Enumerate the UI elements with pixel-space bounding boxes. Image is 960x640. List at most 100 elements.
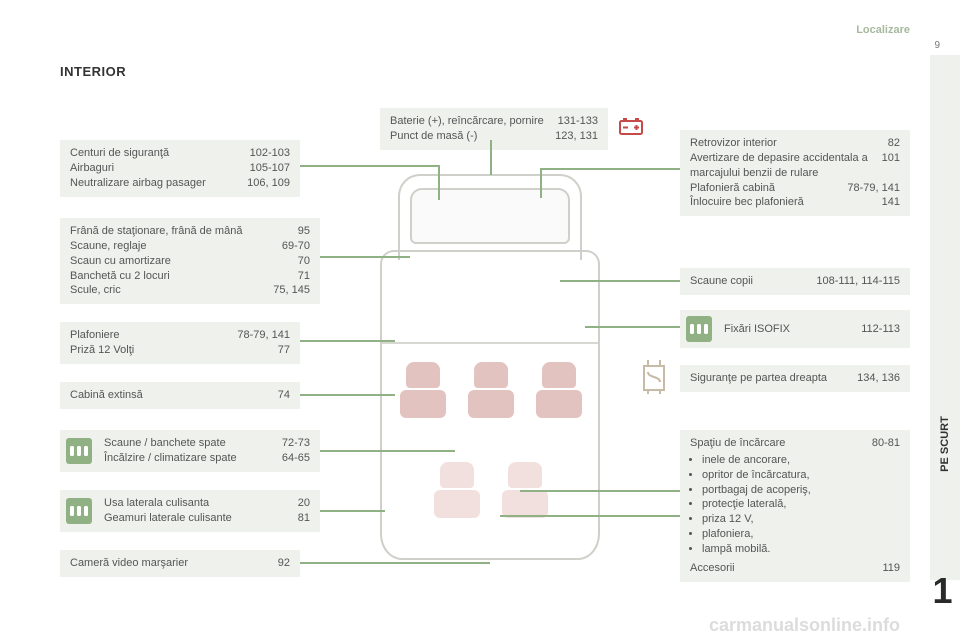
page-ref: 112-113	[861, 322, 900, 337]
label: Scaun cu amortizare	[70, 254, 288, 269]
list-item: protecţie laterală,	[702, 497, 900, 512]
page-ref: 69-70	[282, 239, 310, 254]
label: Scule, cric	[70, 283, 263, 298]
page-ref: 64-65	[282, 451, 310, 466]
leader-line	[438, 165, 440, 200]
battery-icon	[618, 114, 644, 138]
seats-icon	[66, 438, 92, 464]
leader-line	[490, 140, 492, 175]
label: Încălzire / climatizare spate	[104, 451, 272, 466]
label: Priză 12 Volţi	[70, 343, 268, 358]
page-ref: 74	[278, 388, 290, 403]
label: Airbaguri	[70, 161, 240, 176]
label: Cabină extinsă	[70, 388, 268, 403]
page-ref: 75, 145	[273, 283, 310, 298]
page-ref: 141	[882, 195, 900, 210]
callout-rear-camera: Cameră video marşarier 92	[60, 550, 300, 577]
leader-line	[540, 168, 680, 170]
list-item: plafoniera,	[702, 527, 900, 542]
page-ref: 119	[882, 561, 900, 576]
leader-line	[300, 340, 395, 342]
label: Scaune / banchete spate	[104, 436, 272, 451]
label: Baterie (+), reîncărcare, pornire	[390, 114, 548, 129]
page-ref: 77	[278, 343, 290, 358]
page-ref: 95	[298, 224, 310, 239]
van-windshield	[410, 188, 570, 244]
page-ref: 92	[278, 556, 290, 571]
page-ref: 134, 136	[857, 371, 900, 386]
side-tab-label: PE SCURT	[939, 416, 951, 472]
page-header-label: Localizare	[856, 24, 910, 36]
callout-extended-cab: Cabină extinsă 74	[60, 382, 300, 409]
page-ref: 123, 131	[555, 129, 598, 144]
label: Plafoniere	[70, 328, 227, 343]
page-ref: 81	[298, 511, 310, 526]
leader-line	[320, 510, 385, 512]
page-ref: 80-81	[872, 436, 900, 451]
list-item: opritor de încărcatura,	[702, 468, 900, 483]
label: Usa laterala culisanta	[104, 496, 288, 511]
section-title: INTERIOR	[60, 64, 126, 79]
callout-mirror-lane: Retrovizor interior 82 Avertizare de depa…	[680, 130, 910, 216]
page-ref: 101	[882, 151, 900, 181]
page-ref: 82	[888, 136, 900, 151]
label: Siguranţe pe partea dreapta	[690, 371, 847, 386]
van-diagram	[380, 170, 600, 560]
label: Plafonieră cabină	[690, 181, 837, 196]
page-ref: 78-79, 141	[847, 181, 900, 196]
leader-line	[320, 450, 455, 452]
callout-battery: Baterie (+), reîncărcare, pornire 131-133…	[380, 108, 608, 150]
page-ref: 71	[298, 269, 310, 284]
callout-isofix: Fixări ISOFIX112-113	[680, 310, 910, 348]
side-tab: PE SCURT	[930, 55, 960, 580]
callout-rear-seats: Scaune / banchete spate 72-73 Încălzire /…	[60, 430, 320, 472]
label: Cameră video marşarier	[70, 556, 268, 571]
page-ref: 78-79, 141	[237, 328, 290, 343]
list-item: priza 12 V,	[702, 512, 900, 527]
page-ref: 72-73	[282, 436, 310, 451]
label: Spaţiu de încărcare	[690, 436, 862, 451]
page-ref: 108-111, 114-115	[816, 274, 900, 289]
seat-icon	[434, 462, 480, 518]
page-ref: 105-107	[250, 161, 290, 176]
leader-line	[540, 168, 542, 198]
seat-icon	[536, 362, 582, 418]
page-ref: 102-103	[250, 146, 290, 161]
list-item: inele de ancorare,	[702, 453, 900, 468]
leader-line	[320, 256, 410, 258]
label: Avertizare de depasire accidentala a mar…	[690, 151, 872, 181]
label: Scaune, reglaje	[70, 239, 272, 254]
label: Accesorii	[690, 561, 872, 576]
leader-line	[520, 490, 680, 492]
van-body	[380, 250, 600, 560]
leader-line	[560, 280, 680, 282]
page-ref: 106, 109	[247, 176, 290, 191]
callout-child-seats: Scaune copii 108-111, 114-115	[680, 268, 910, 295]
label: Punct de masă (-)	[390, 129, 545, 144]
label: Centuri de siguranţă	[70, 146, 240, 161]
chapter-number: 1	[930, 570, 955, 612]
leader-line	[500, 515, 680, 517]
seat-icon	[468, 362, 514, 418]
leader-line	[585, 326, 680, 328]
leader-line	[300, 562, 490, 564]
fuse-icon	[638, 358, 670, 399]
label: Geamuri laterale culisante	[104, 511, 288, 526]
label: Scaune copii	[690, 274, 806, 289]
callout-cargo-area: Spaţiu de încărcare 80-81 inele de ancora…	[680, 430, 910, 582]
leader-line	[300, 165, 440, 167]
callout-safety: Centuri de siguranţă 102-103 Airbaguri 105…	[60, 140, 300, 197]
page-ref: 131-133	[558, 114, 598, 129]
seat-icon	[400, 362, 446, 418]
callout-sliding-door: Usa laterala culisanta20 Geamuri lateral…	[60, 490, 320, 532]
leader-line	[300, 394, 395, 396]
callout-brakes-seats: Frână de staţionare, frână de mână95 Sca…	[60, 218, 320, 304]
callout-lights: Plafoniere 78-79, 141 Priză 12 Volţi 77	[60, 322, 300, 364]
label: Neutralizare airbag pasager	[70, 176, 237, 191]
seats-icon	[66, 498, 92, 524]
label: Retrovizor interior	[690, 136, 878, 151]
callout-fuses: Siguranţe pe partea dreapta 134, 136	[680, 365, 910, 392]
seats-icon	[686, 316, 712, 342]
label: Banchetă cu 2 locuri	[70, 269, 288, 284]
list-item: lampă mobilă.	[702, 542, 900, 557]
